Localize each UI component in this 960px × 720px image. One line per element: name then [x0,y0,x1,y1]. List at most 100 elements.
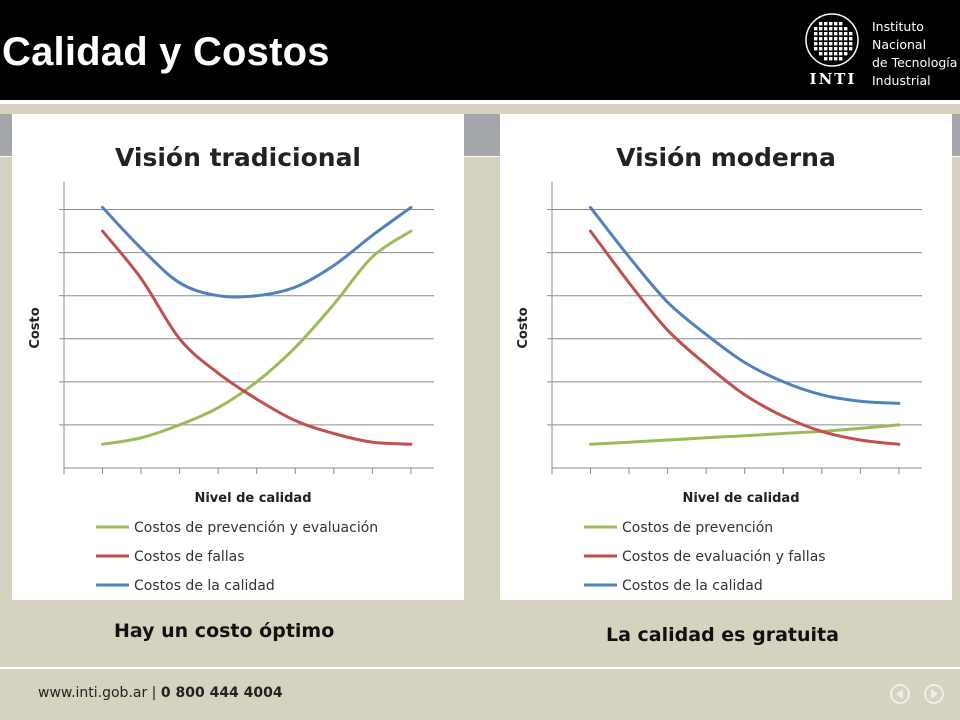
footer-phone: 0 800 444 4004 [160,685,283,701]
logo-dot [834,52,838,56]
logo-dot [839,47,843,51]
chart-traditional: Visión tradicional Costo Nivel de calidad C… [28,143,434,594]
logo-dot [844,32,848,36]
legend-label: Costos de la calidad [622,578,763,594]
logo-dot [839,57,843,61]
inti-logo: INTI Instituto Nacional de Tecnología In… [804,12,957,92]
legend-label: Costos de prevención [622,520,773,536]
caption-modern: La calidad es gratuita [606,624,839,646]
logo-dot [814,27,818,31]
logo-dot [844,27,848,31]
logo-dot [849,32,853,36]
logo-line: Industrial [872,73,931,88]
logo-dot [829,37,833,41]
logo-dot [819,32,823,36]
chart-panel-modern: Visión moderna Costo Nivel de calidad Costo… [500,114,952,600]
logo-dot [834,27,838,31]
header-bar [0,0,960,100]
footer-divider [0,667,960,669]
chart-title: Visión moderna [616,143,836,172]
logo-dot [824,27,828,31]
footer-separator: | [147,685,161,701]
inti-emblem-icon [805,13,859,67]
logo-dot [824,57,828,61]
logo-dot [839,52,843,56]
logo-dot [814,37,818,41]
logo-dot [819,37,823,41]
logo-dot [844,47,848,51]
chart-modern: Visión moderna Costo Nivel de calidad Costo… [516,143,922,594]
logo-dot [829,52,833,56]
logo-dot [839,22,843,26]
logo-line: de Tecnología [872,55,958,70]
logo-dot [824,42,828,46]
logo-line: Instituto [872,19,924,34]
legend-label: Costos de la calidad [134,578,275,594]
footer-url[interactable]: www.inti.gob.ar [38,685,148,701]
footer: www.inti.gob.ar | 0 800 444 4004 [0,669,960,720]
logo-dot [834,22,838,26]
logo-dot [819,22,823,26]
logo-dot [814,32,818,36]
series-line-1 [101,229,413,446]
logo-dot [839,37,843,41]
inti-acronym: INTI [809,70,857,88]
logo-dot [849,42,853,46]
logo-dot [844,42,848,46]
logo-dot [814,42,818,46]
logo-dot [839,42,843,46]
series-line-2 [101,205,413,299]
x-axis-label: Nivel de calidad [682,491,799,506]
slide-title: Calidad y Costos [2,30,330,74]
logo-dot [829,22,833,26]
prev-arrow-icon [896,689,903,699]
series-line-1 [589,229,901,446]
legend-label: Costos de evaluación y fallas [622,549,826,565]
logo-dot [849,37,853,41]
footer-contact: www.inti.gob.ar | 0 800 444 4004 [38,685,283,701]
header-divider [0,100,960,104]
logo-dot [824,37,828,41]
logo-dot [829,57,833,61]
inti-name: Instituto Nacional de Tecnología Industr… [872,18,957,90]
next-slide-button[interactable] [924,684,944,704]
chart-panel-traditional: Visión tradicional Costo Nivel de calidad C… [12,114,464,600]
logo-dot [839,27,843,31]
logo-dot [819,52,823,56]
chart-title: Visión tradicional [115,143,361,172]
logo-dot [834,47,838,51]
logo-dot [829,47,833,51]
logo-dot [819,42,823,46]
legend-label: Costos de fallas [134,549,245,565]
logo-dot [844,52,848,56]
series-line-0 [589,423,901,446]
logo-dot [844,37,848,41]
logo-dot [829,27,833,31]
series-line-0 [101,229,413,446]
logo-dot [829,42,833,46]
logo-dot [814,47,818,51]
logo-dot [824,52,828,56]
logo-dot [824,32,828,36]
logo-dot [824,47,828,51]
next-arrow-icon [931,689,938,699]
prev-slide-button[interactable] [890,684,910,704]
logo-dot [819,27,823,31]
logo-dot [824,22,828,26]
logo-dot [819,47,823,51]
series-line-2 [589,205,901,405]
legend-label: Costos de prevención y evaluación [134,520,378,536]
logo-dot [839,32,843,36]
logo-dot [834,42,838,46]
logo-dot [834,32,838,36]
y-axis-label: Costo [28,307,43,348]
logo-dot [834,57,838,61]
y-axis-label: Costo [516,307,531,348]
logo-dot [829,32,833,36]
logo-dot [834,37,838,41]
band-divider [0,156,960,157]
x-axis-label: Nivel de calidad [194,491,311,506]
caption-traditional: Hay un costo óptimo [114,620,335,642]
logo-line: Nacional [872,37,927,52]
logo-dot [849,47,853,51]
